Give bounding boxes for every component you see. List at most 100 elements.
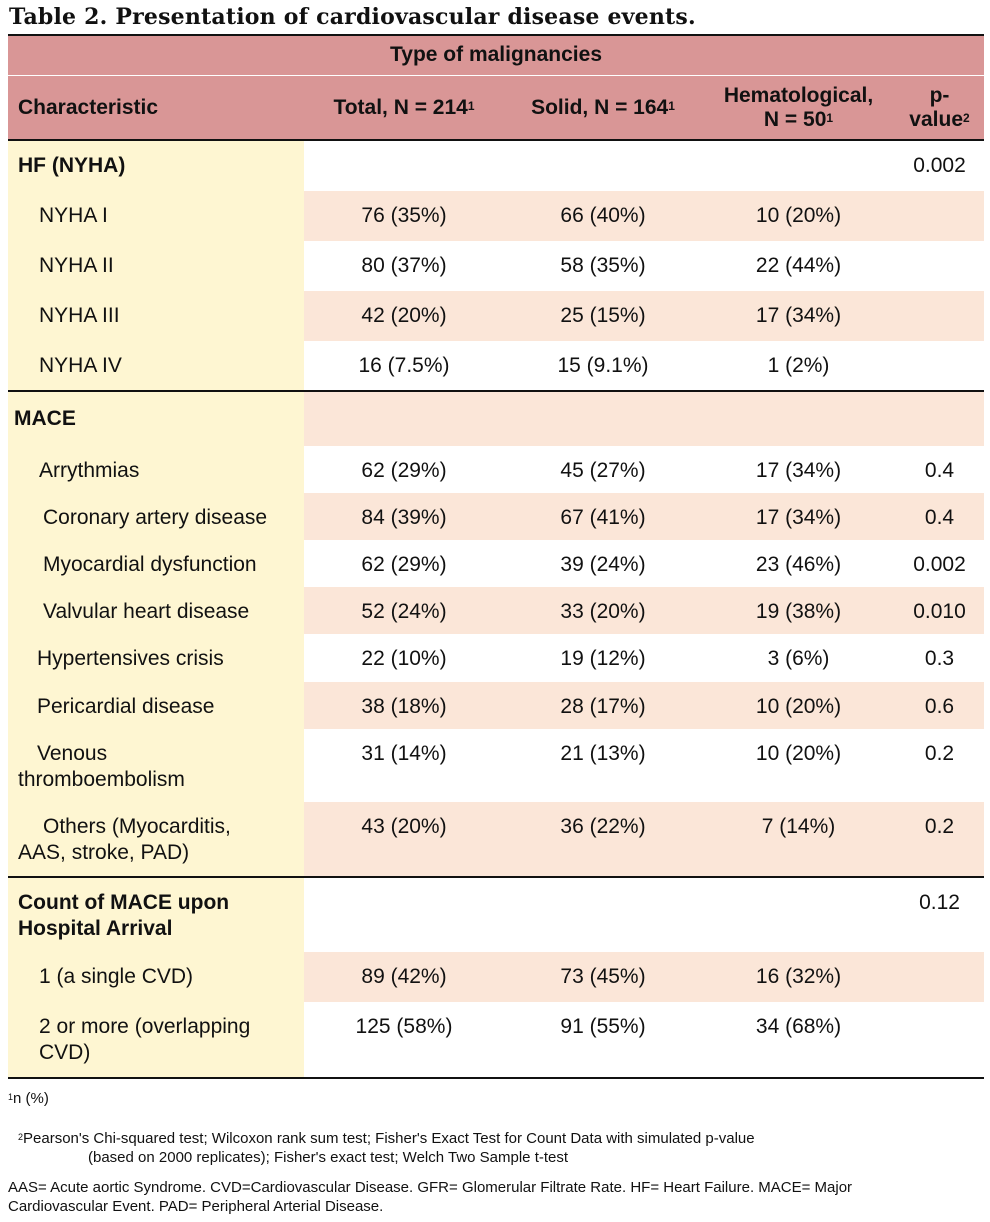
row-label: Pericardial disease	[8, 682, 304, 729]
row-label: Hypertensives crisis	[8, 634, 304, 682]
hematological-cell: 17 (34%)	[702, 493, 895, 540]
solid-cell: 21 (13%)	[560, 742, 646, 765]
p-value: 0.3	[924, 647, 955, 670]
row-label: NYHA IV	[8, 341, 304, 390]
hematological-cell: 10 (20%)	[755, 742, 842, 765]
section-row-count: Count of MACE upon Hospital Arrival 0.12	[8, 878, 984, 952]
total-cell: 16 (7.5%)	[358, 354, 450, 377]
solid-cell: 19 (12%)	[560, 647, 646, 670]
table-row: NYHA I 76 (35%) 66 (40%) 10 (20%)	[8, 191, 984, 241]
solid-cell: 66 (40%)	[504, 191, 702, 241]
solid-cell: 67 (41%)	[504, 493, 702, 540]
table-row: Pericardial disease 38 (18%) 28 (17%) 10…	[8, 682, 984, 729]
p-value: 0.010	[895, 587, 984, 634]
table-title: Table 2. Presentation of cardiovascular …	[9, 4, 696, 30]
table-row: NYHA III 42 (20%) 25 (15%) 17 (34%)	[8, 291, 984, 341]
solid-cell: 28 (17%)	[504, 682, 702, 729]
p-value	[895, 341, 984, 390]
column-header-solid: Solid, N = 164 1	[531, 96, 675, 119]
total-cell: 52 (24%)	[304, 587, 504, 634]
total-cell: 89 (42%)	[304, 952, 504, 1002]
group-header: Type of malignancies	[390, 43, 602, 66]
table-row: NYHA II 80 (37%) 58 (35%) 22 (44%)	[8, 241, 984, 291]
abbreviations-note: AAS= Acute aortic Syndrome. CVD=Cardiova…	[8, 1179, 853, 1215]
total-cell: 43 (20%)	[304, 802, 504, 876]
p-value: 0.002	[913, 154, 966, 177]
row-label: Arrythmias	[8, 446, 304, 493]
solid-cell: 45 (27%)	[560, 459, 646, 482]
section-label: MACE	[8, 392, 304, 446]
p-value: 0.2	[895, 802, 984, 876]
total-cell: 22 (10%)	[361, 647, 447, 670]
hematological-cell: 1 (2%)	[767, 354, 830, 377]
hematological-cell: 16 (32%)	[702, 952, 895, 1002]
total-cell: 80 (37%)	[361, 254, 447, 277]
solid-cell: 25 (15%)	[504, 291, 702, 341]
table-row: Venous thromboembolism 31 (14%) 21 (13%) …	[8, 729, 984, 802]
hematological-cell: 23 (46%)	[755, 553, 842, 576]
p-value: 0.2	[924, 742, 955, 765]
total-cell: 62 (29%)	[361, 459, 447, 482]
table-row: Valvular heart disease 52 (24%) 33 (20%)…	[8, 587, 984, 634]
total-cell: 31 (14%)	[361, 742, 447, 765]
p-value: 0.6	[895, 682, 984, 729]
solid-cell: 15 (9.1%)	[557, 354, 649, 377]
p-value: 0.002	[913, 553, 966, 576]
data-table: Type of malignancies Characteristic Tota…	[8, 34, 984, 1079]
solid-cell: 36 (22%)	[504, 802, 702, 876]
table-row: 1 (a single CVD) 89 (42%) 73 (45%) 16 (3…	[8, 952, 984, 1002]
hematological-cell: 17 (34%)	[755, 459, 842, 482]
row-label: Myocardial dysfunction	[8, 540, 304, 587]
hematological-cell: 10 (20%)	[702, 682, 895, 729]
p-value: 0.12	[919, 891, 960, 914]
solid-cell: 33 (20%)	[504, 587, 702, 634]
total-cell: 62 (29%)	[361, 553, 447, 576]
hematological-cell: 3 (6%)	[767, 647, 830, 670]
table-row: Arrythmias 62 (29%) 45 (27%) 17 (34%) 0.…	[8, 446, 984, 493]
p-value	[895, 191, 984, 241]
hematological-cell: 22 (44%)	[755, 254, 842, 277]
hematological-cell: 7 (14%)	[702, 802, 895, 876]
row-label: Others (Myocarditis, AAS, stroke, PAD)	[8, 802, 304, 876]
table-row: 2 or more (overlapping CVD) 125 (58%) 91 …	[8, 1002, 984, 1079]
table-row: Others (Myocarditis, AAS, stroke, PAD) 43…	[8, 802, 984, 878]
solid-cell: 58 (35%)	[560, 254, 646, 277]
section-label: HF (NYHA)	[8, 141, 304, 191]
table-row: Myocardial dysfunction 62 (29%) 39 (24%)…	[8, 540, 984, 587]
hematological-cell: 34 (68%)	[755, 1015, 842, 1038]
p-value	[895, 952, 984, 1002]
solid-cell: 39 (24%)	[560, 553, 646, 576]
row-label: NYHA III	[8, 291, 304, 341]
column-header-p-value: p-value2	[909, 84, 970, 131]
section-row-mace: MACE	[8, 392, 984, 446]
row-label: 2 or more (overlapping CVD)	[8, 1002, 304, 1077]
row-label: Valvular heart disease	[8, 587, 304, 634]
hematological-cell: 17 (34%)	[702, 291, 895, 341]
row-label: Venous thromboembolism	[8, 729, 304, 802]
total-cell: 76 (35%)	[304, 191, 504, 241]
total-cell: 125 (58%)	[355, 1015, 453, 1038]
section-row-hf: HF (NYHA) 0.002	[8, 141, 984, 191]
column-header-hematological: Hematological, N = 501	[723, 84, 874, 131]
row-label: Coronary artery disease	[8, 493, 304, 540]
footnote-2: 2Pearson's Chi-squared test; Wilcoxon ra…	[18, 1130, 755, 1147]
p-value	[895, 1002, 984, 1077]
solid-cell: 73 (45%)	[504, 952, 702, 1002]
total-cell: 84 (39%)	[304, 493, 504, 540]
table-row: Hypertensives crisis 22 (10%) 19 (12%) 3…	[8, 634, 984, 682]
group-header-row: Type of malignancies	[8, 34, 984, 75]
row-label: NYHA I	[8, 191, 304, 241]
section-label: Count of MACE upon Hospital Arrival	[8, 878, 304, 952]
footnote-1: 1n (%)	[8, 1090, 49, 1107]
table-row: NYHA IV 16 (7.5%) 15 (9.1%) 1 (2%)	[8, 341, 984, 392]
hematological-cell: 10 (20%)	[702, 191, 895, 241]
footnote-2-continued: (based on 2000 replicates); Fisher's exa…	[88, 1149, 569, 1166]
total-cell: 38 (18%)	[304, 682, 504, 729]
table-row: Coronary artery disease 84 (39%) 67 (41%…	[8, 493, 984, 540]
p-value: 0.4	[924, 459, 955, 482]
total-cell: 42 (20%)	[304, 291, 504, 341]
column-header-total: Total, N = 214 1	[333, 96, 475, 119]
p-value: 0.4	[895, 493, 984, 540]
column-header-characteristic: Characteristic	[18, 96, 159, 119]
p-value	[895, 291, 984, 341]
